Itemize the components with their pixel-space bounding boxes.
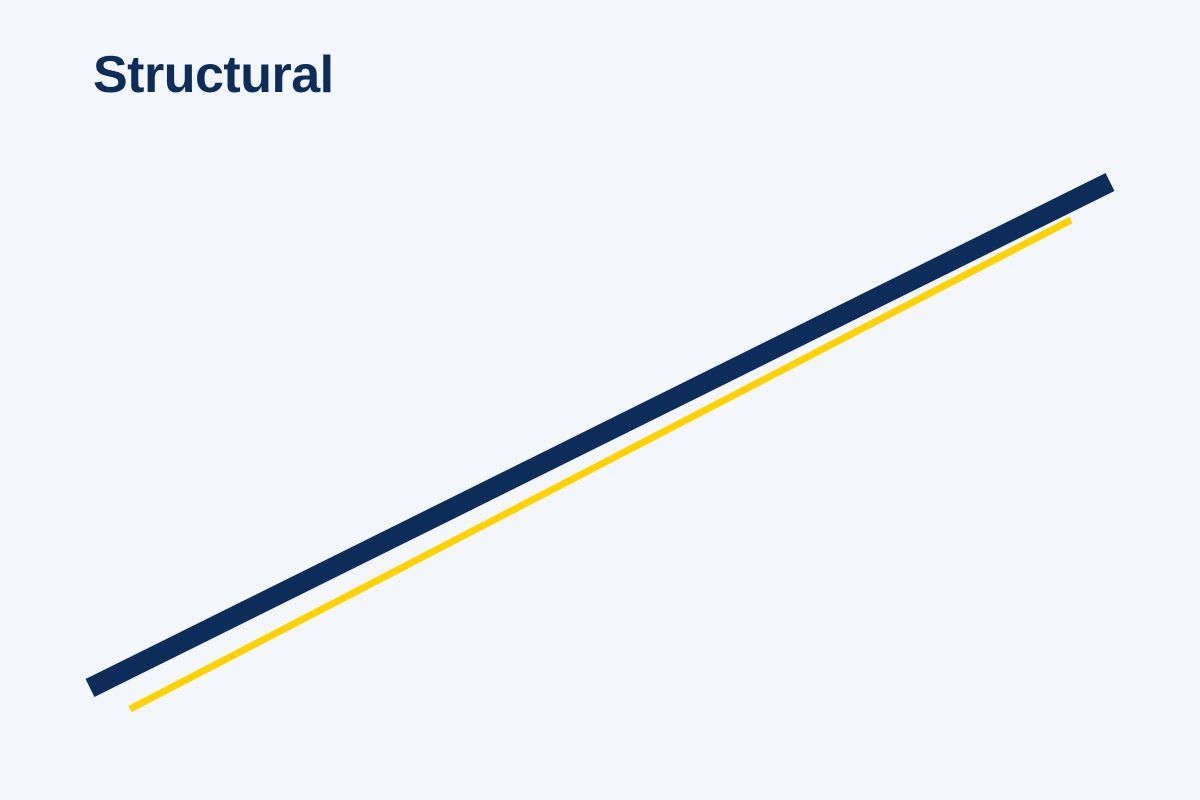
primary-diagonal-line xyxy=(85,173,1115,697)
accent-diagonal-line xyxy=(128,216,1073,713)
page-heading: Structural xyxy=(93,46,334,104)
